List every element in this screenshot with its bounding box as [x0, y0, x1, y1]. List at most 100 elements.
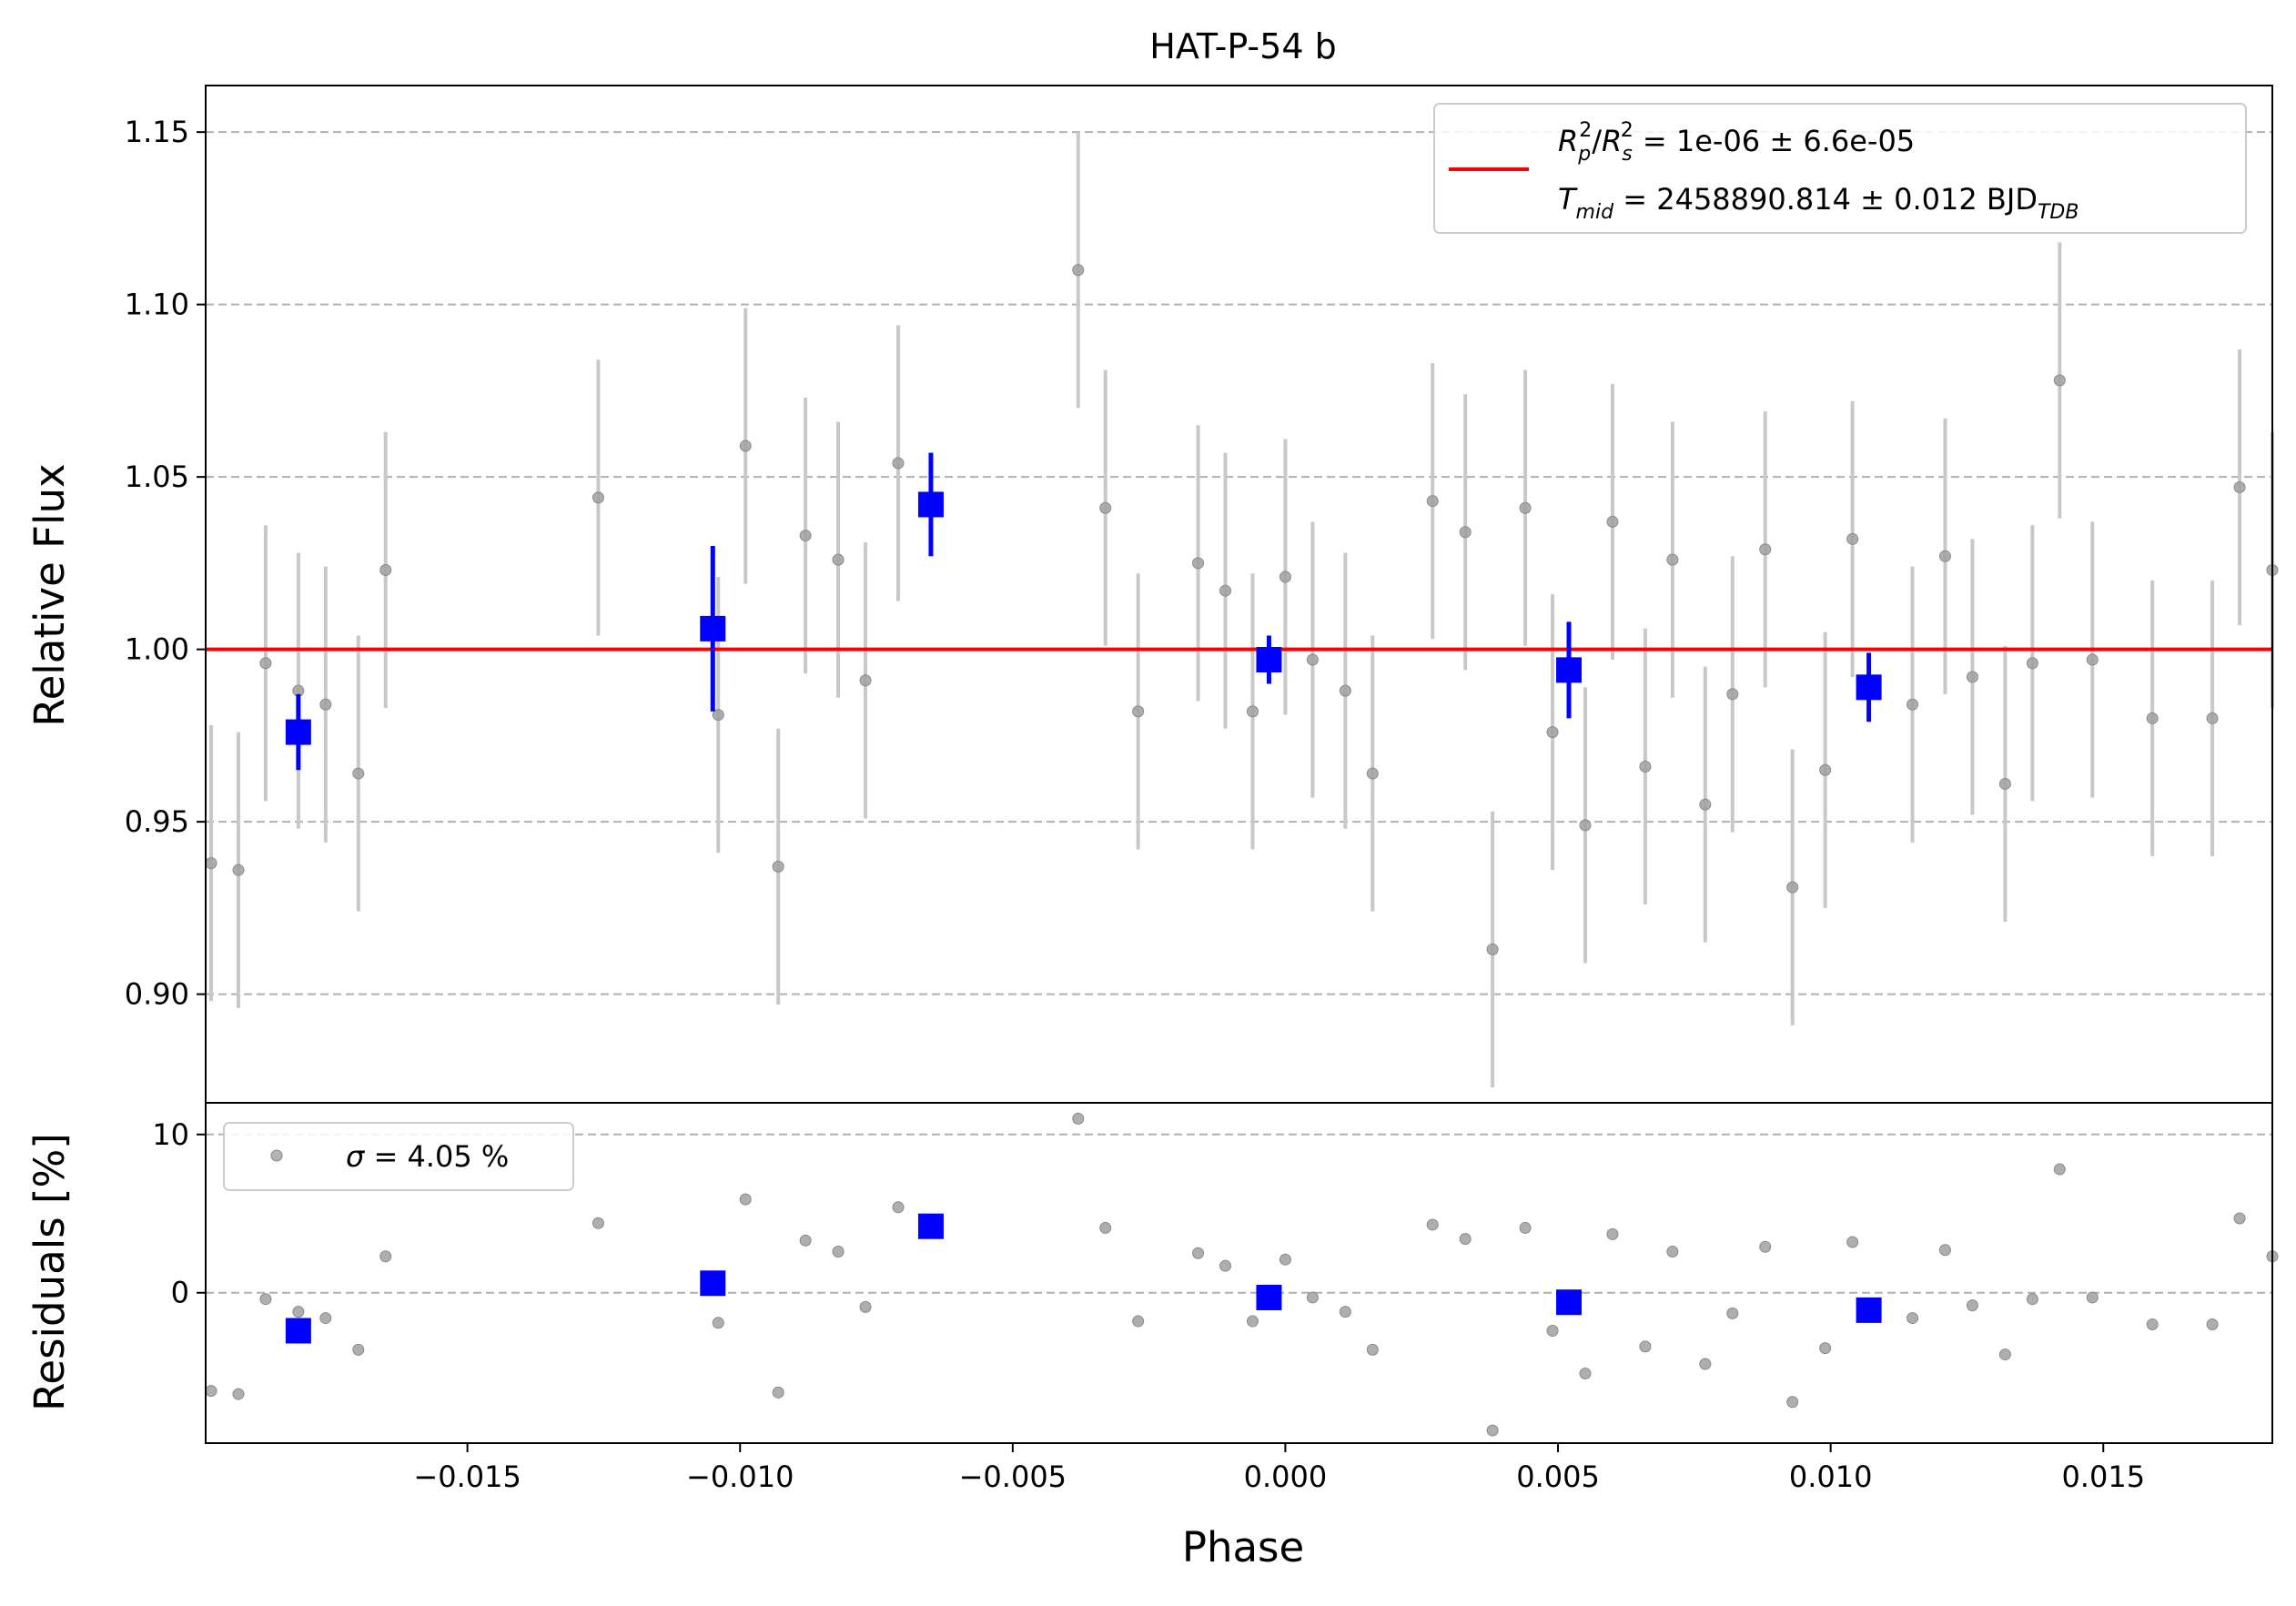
raw-point [2146, 712, 2159, 724]
legend-tmid: Tmid = 2458890.814 ± 0.012 BJDTDB [1558, 182, 2079, 224]
raw-point [799, 530, 812, 542]
x-tick-label: 0.015 [2061, 1460, 2145, 1494]
raw-point [739, 439, 752, 452]
residual-point [859, 1300, 872, 1313]
raw-point [205, 857, 217, 870]
raw-point [592, 491, 604, 504]
raw-point [1426, 495, 1439, 508]
residual-point [1306, 1291, 1319, 1304]
binned-residual [285, 1318, 311, 1344]
residual-point [352, 1343, 365, 1356]
binned-point [700, 615, 726, 641]
raw-point [1072, 264, 1085, 277]
flux-y-tick-label: 1.05 [125, 460, 189, 494]
raw-point [1639, 760, 1652, 773]
flux-y-tick-label: 1.15 [125, 115, 189, 149]
raw-point [1666, 553, 1679, 566]
residual-point [2233, 1212, 2246, 1225]
legend-r2: R [1602, 124, 1622, 158]
residual-point [1132, 1315, 1145, 1328]
legend-sub-s: s [1622, 143, 1632, 166]
raw-point [2053, 374, 2066, 387]
legend-rp-rs: Rp2/Rs2 = 1e-06 ± 6.6e-05 [1558, 119, 1915, 166]
raw-point [1846, 532, 1859, 545]
raw-point [1132, 705, 1145, 718]
residual-point [1639, 1340, 1652, 1353]
residual-point [292, 1306, 305, 1318]
raw-point [232, 864, 245, 876]
raw-point [1366, 767, 1379, 780]
legend-sub-tdb: TDB [2038, 201, 2079, 224]
residual-point [1819, 1342, 1832, 1355]
residual-point [712, 1317, 724, 1329]
residual-point [1459, 1233, 1472, 1246]
raw-point [1519, 501, 1532, 514]
residual-point [1966, 1299, 1978, 1312]
residual-point [1366, 1343, 1379, 1356]
raw-point [352, 767, 365, 780]
residual-point [205, 1385, 217, 1398]
raw-point [1726, 688, 1739, 701]
flux-y-tick-label: 0.90 [125, 977, 189, 1012]
residual-point [259, 1293, 272, 1306]
raw-point [2233, 481, 2246, 494]
raw-point [2206, 712, 2219, 724]
residual-point [772, 1386, 784, 1399]
residuals-axes-frame [205, 1102, 2273, 1444]
binned-residual [1256, 1284, 1282, 1310]
legend-sub-p: p [1577, 143, 1591, 166]
raw-point [832, 553, 845, 566]
raw-point [712, 709, 724, 722]
raw-point [1938, 550, 1951, 562]
residual-point [1279, 1253, 1291, 1266]
raw-point [1339, 684, 1351, 697]
raw-point [772, 860, 784, 873]
binned-point [285, 719, 311, 745]
raw-point [1279, 571, 1291, 583]
raw-point [1998, 777, 2011, 790]
residual-point [1099, 1221, 1112, 1234]
residual-point [1938, 1244, 1951, 1257]
flux-y-tick-label: 1.10 [125, 288, 189, 322]
raw-point [1759, 543, 1772, 556]
sigma-symbol: σ [346, 1139, 366, 1174]
residuals-legend-marker [270, 1149, 283, 1162]
residuals-y-label: Residuals [%] [25, 1133, 74, 1411]
raw-point [1459, 526, 1472, 539]
residual-point [1606, 1227, 1619, 1240]
residual-point [2206, 1318, 2219, 1331]
residual-point [319, 1312, 332, 1325]
binned-residual [1856, 1297, 1882, 1323]
raw-point [1819, 763, 1832, 776]
residual-point [1426, 1218, 1439, 1231]
legend-sub-mid: mid [1576, 201, 1615, 224]
residual-point [1579, 1367, 1592, 1379]
residual-point [232, 1388, 245, 1400]
residual-point [1846, 1236, 1859, 1248]
residual-point [1998, 1348, 2011, 1361]
residual-point [1786, 1396, 1799, 1409]
flux-legend: Rp2/Rs2 = 1e-06 ± 6.6e-05 Tmid = 2458890… [1433, 103, 2247, 234]
legend-r1: R [1558, 124, 1578, 158]
binned-residual [1556, 1289, 1583, 1316]
residual-point [1192, 1247, 1205, 1259]
residual-point [2053, 1163, 2066, 1176]
x-tick-label: −0.015 [413, 1460, 521, 1494]
raw-point [1786, 881, 1799, 894]
flux-axes-frame [205, 85, 2273, 1104]
raw-point [379, 563, 392, 576]
x-tick-label: 0.005 [1516, 1460, 1600, 1494]
residual-point [1519, 1221, 1532, 1234]
residual-point [2026, 1293, 2038, 1306]
raw-point [859, 674, 872, 687]
legend-box [1433, 103, 2247, 234]
raw-point [1699, 798, 1712, 811]
binned-point [1556, 657, 1583, 683]
raw-point [1579, 819, 1592, 832]
raw-point [1546, 726, 1559, 739]
raw-point [892, 457, 905, 470]
residual-point [2146, 1318, 2159, 1331]
x-tick-label: −0.005 [959, 1460, 1067, 1494]
binned-point [917, 491, 944, 518]
